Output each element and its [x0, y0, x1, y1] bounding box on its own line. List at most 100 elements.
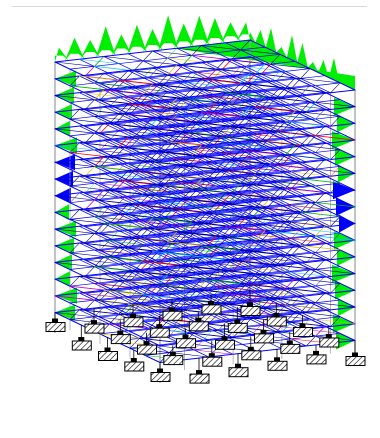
support-pin [157, 368, 163, 373]
floor-diagonal-brace [118, 203, 129, 215]
roof-load-spike [297, 43, 308, 68]
floor-diagonal-brace [69, 209, 80, 220]
floor-diagonal-brace [285, 77, 296, 89]
floor-grid-beam [103, 206, 210, 258]
left-edge-load [55, 170, 73, 187]
floor-grid-beam [79, 75, 185, 127]
floor-diagonal-brace [118, 196, 159, 202]
floor-diagonal-brace [79, 59, 120, 64]
support-pin [169, 351, 176, 356]
floor-diagonal-brace [109, 180, 120, 191]
floor-edge-beam [249, 56, 356, 108]
support-block [189, 373, 210, 384]
floor-edge-beam [54, 245, 161, 297]
floor-diagonal-brace [285, 278, 296, 289]
floor-diagonal-brace [69, 242, 80, 254]
roof-load-spike [307, 62, 319, 73]
floor-diagonal-brace [240, 89, 251, 101]
floor-grid-beam [152, 67, 258, 119]
floor-grid-beam [152, 251, 258, 302]
floor-diagonal-brace [315, 108, 326, 120]
floor-grid-beam [129, 275, 326, 299]
floor-diagonal-brace [118, 120, 129, 131]
roof-load-spike [236, 22, 251, 42]
roof-load-spike [250, 32, 256, 43]
floor-diagonal-brace [157, 57, 168, 69]
floor-grid-beam [127, 253, 234, 305]
floor-diagonal-brace [142, 100, 153, 112]
floor-diagonal-brace [94, 89, 105, 101]
floor-grid-beam [79, 142, 185, 194]
left-edge-load [55, 120, 70, 137]
floor-grid-beam [152, 150, 258, 202]
floor-diagonal-brace [225, 192, 266, 198]
right-edge-load [338, 298, 355, 317]
floor-diagonal-brace [154, 345, 195, 351]
floor-diagonal-brace [300, 168, 311, 179]
support-block [201, 304, 222, 315]
floor-diagonal-brace [54, 128, 95, 134]
floor-diagonal-brace [315, 218, 356, 224]
floor-grid-beam [200, 228, 307, 280]
support-block [345, 356, 366, 366]
floor-diagonal-brace [285, 161, 296, 172]
floor-diagonal-brace [255, 213, 266, 225]
floor-diagonal-brace [139, 328, 150, 339]
floor-diagonal-brace [240, 49, 281, 55]
floor-diagonal-brace [176, 114, 217, 120]
floor-edge-beam [54, 78, 161, 130]
floor-diagonal-brace [330, 116, 341, 127]
floor-diagonal-brace [191, 95, 202, 106]
floor-grid-beam [225, 92, 331, 144]
floor-grid-beam [152, 84, 258, 135]
floor-diagonal-brace [270, 287, 281, 299]
floor-diagonal-brace [216, 159, 226, 170]
right-edge-load [334, 231, 355, 250]
floor-diagonal-brace [270, 97, 311, 103]
right-edge-load [333, 314, 355, 333]
support-pin [130, 313, 136, 318]
floor-diagonal-brace [118, 113, 159, 119]
floor-diagonal-brace [300, 218, 311, 230]
support-pin [247, 346, 254, 351]
floor-grid-beam [225, 242, 331, 294]
floor-diagonal-brace [193, 349, 234, 355]
floor-diagonal-brace [94, 123, 105, 134]
floor-diagonal-brace [118, 280, 159, 286]
floor-grid-beam [69, 213, 266, 237]
floor-edge-beam [249, 256, 356, 308]
support-block [280, 343, 301, 354]
support-block [293, 327, 313, 337]
floor-edge-beam [54, 195, 161, 247]
floor-diagonal-brace [191, 212, 202, 223]
floor-diagonal-brace [216, 109, 226, 120]
floor-diagonal-brace [206, 286, 217, 297]
support-block [202, 356, 223, 367]
floor-grid-beam [176, 265, 283, 316]
floor-diagonal-brace [157, 208, 168, 219]
floor-diagonal-brace [221, 310, 232, 321]
floor-grid-beam [176, 97, 283, 149]
right-edge-load [332, 264, 355, 283]
floor-edge-beam [54, 61, 161, 113]
floor-diagonal-brace [240, 123, 251, 134]
floor-grid-beam [103, 173, 210, 224]
floor-diagonal-brace [69, 219, 110, 225]
floor-diagonal-brace [255, 280, 266, 292]
floor-diagonal-brace [270, 63, 311, 69]
floor-diagonal-brace [255, 173, 296, 179]
floor-diagonal-brace [109, 230, 120, 241]
floor-diagonal-brace [240, 149, 281, 155]
floor-diagonal-brace [202, 329, 213, 341]
floor-diagonal-brace [127, 170, 168, 176]
floor-diagonal-brace [79, 142, 120, 148]
support-pin [156, 324, 163, 329]
floor-edge-beam [249, 273, 356, 325]
floor-diagonal-brace [79, 175, 120, 181]
floor-diagonal-brace [94, 106, 105, 117]
floor-diagonal-brace [79, 292, 120, 298]
floor-diagonal-brace [176, 48, 217, 53]
floor-grid-beam [79, 108, 185, 160]
